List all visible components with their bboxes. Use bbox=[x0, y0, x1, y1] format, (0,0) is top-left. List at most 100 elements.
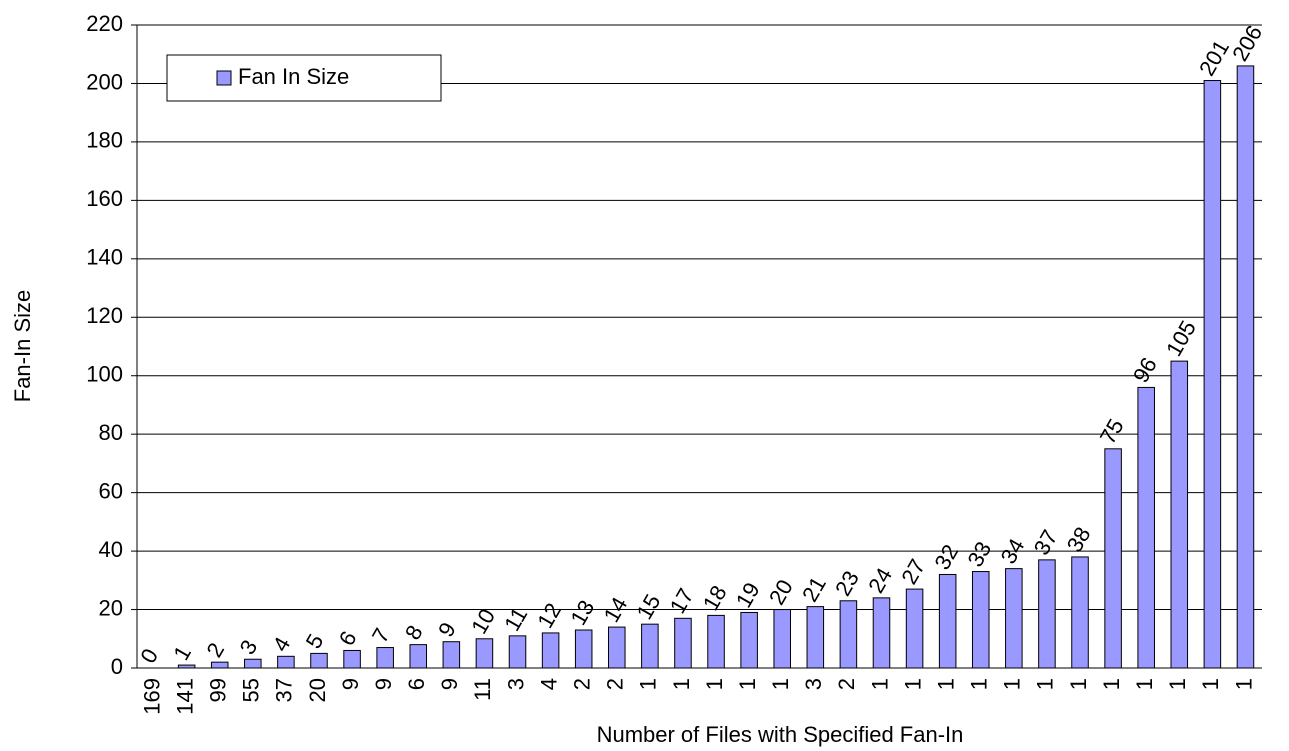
y-tick-label: 160 bbox=[86, 186, 123, 211]
bar bbox=[442, 641, 461, 669]
data-label: 96 bbox=[1128, 353, 1162, 387]
x-tick-label: 9 bbox=[338, 678, 363, 690]
bar bbox=[674, 617, 692, 669]
x-tick-label: 1 bbox=[768, 678, 793, 690]
bar bbox=[1005, 568, 1023, 669]
data-label: 7 bbox=[367, 624, 395, 647]
bar bbox=[244, 658, 262, 669]
y-tick-label: 180 bbox=[86, 128, 123, 153]
bar bbox=[641, 623, 659, 669]
x-tick-label: 1 bbox=[967, 678, 992, 690]
bar bbox=[475, 638, 494, 669]
legend-label: Fan In Size bbox=[238, 64, 349, 89]
bar bbox=[574, 629, 593, 669]
data-label: 105 bbox=[1161, 316, 1201, 360]
x-tick-label: 99 bbox=[206, 678, 231, 702]
y-tick-label: 100 bbox=[86, 362, 123, 387]
x-axis-title: Number of Files with Specified Fan-In bbox=[597, 722, 964, 747]
bar bbox=[707, 614, 725, 669]
x-tick-label: 11 bbox=[470, 678, 495, 701]
y-tick-label: 0 bbox=[111, 654, 123, 679]
x-tick-label: 1 bbox=[1099, 678, 1124, 690]
y-tick-label: 60 bbox=[99, 478, 123, 503]
data-label: 33 bbox=[962, 537, 996, 571]
bar bbox=[1137, 386, 1155, 669]
bar bbox=[409, 644, 428, 669]
data-label: 37 bbox=[1029, 526, 1063, 560]
x-tick-label: 3 bbox=[801, 678, 826, 690]
x-tick-label: 1 bbox=[1198, 678, 1223, 690]
bar bbox=[177, 664, 196, 669]
data-label: 15 bbox=[632, 590, 666, 624]
data-label: 34 bbox=[996, 534, 1030, 568]
bar bbox=[971, 571, 990, 669]
x-tick-label: 3 bbox=[503, 678, 528, 690]
legend: Fan In Size bbox=[166, 54, 442, 102]
data-label: 23 bbox=[830, 566, 864, 600]
bar bbox=[1071, 556, 1089, 669]
data-label: 32 bbox=[929, 540, 963, 574]
y-tick-label: 140 bbox=[86, 245, 123, 270]
x-tick-label: 1 bbox=[735, 678, 760, 690]
x-tick-label: 1 bbox=[1165, 678, 1190, 690]
x-tick-label: 9 bbox=[437, 678, 462, 690]
bar bbox=[1203, 80, 1222, 669]
data-label: 201 bbox=[1194, 36, 1234, 80]
x-tick-label: 55 bbox=[239, 678, 264, 702]
x-tick-label: 169 bbox=[139, 678, 164, 715]
y-tick-label: 200 bbox=[86, 69, 123, 94]
data-label: 24 bbox=[863, 564, 897, 598]
data-label: 6 bbox=[334, 627, 362, 650]
y-tick-label: 40 bbox=[99, 537, 123, 562]
data-label: 17 bbox=[665, 584, 699, 618]
bar bbox=[343, 649, 361, 669]
data-label: 27 bbox=[896, 555, 930, 589]
bar bbox=[872, 597, 891, 669]
x-tick-label: 1 bbox=[1132, 678, 1157, 690]
bar bbox=[508, 635, 527, 669]
bar bbox=[938, 573, 957, 669]
data-label: 12 bbox=[532, 599, 566, 633]
legend-box bbox=[166, 54, 442, 102]
data-label: 75 bbox=[1095, 414, 1129, 448]
x-tick-label: 1 bbox=[1066, 678, 1091, 690]
y-tick-label: 80 bbox=[99, 420, 123, 445]
data-label: 11 bbox=[499, 603, 532, 635]
data-label: 20 bbox=[764, 575, 798, 609]
bar bbox=[541, 632, 560, 669]
x-tick-label: 20 bbox=[305, 678, 330, 702]
x-tick-label: 9 bbox=[371, 678, 396, 690]
data-label: 8 bbox=[400, 621, 428, 644]
data-label: 0 bbox=[135, 644, 163, 667]
bar bbox=[277, 655, 295, 669]
bar bbox=[608, 626, 626, 669]
bar bbox=[740, 611, 758, 669]
y-tick-label: 120 bbox=[86, 303, 123, 328]
data-label: 21 bbox=[797, 572, 831, 606]
data-label: 3 bbox=[235, 636, 263, 659]
bar bbox=[1236, 65, 1255, 669]
x-tick-label: 6 bbox=[404, 678, 429, 690]
bar bbox=[1104, 448, 1122, 669]
x-tick-label: 1 bbox=[933, 678, 958, 690]
y-tick-label: 220 bbox=[86, 11, 123, 36]
bar bbox=[210, 661, 229, 669]
x-tick-label: 1 bbox=[669, 678, 694, 690]
x-tick-label: 1 bbox=[1033, 678, 1058, 690]
x-tick-label: 37 bbox=[272, 678, 297, 702]
y-tick-label: 20 bbox=[99, 595, 123, 620]
bar bbox=[310, 652, 328, 669]
x-tick-label: 1 bbox=[867, 678, 892, 690]
bar bbox=[1038, 559, 1056, 669]
x-tick-label: 2 bbox=[570, 678, 595, 690]
bar bbox=[1170, 360, 1189, 669]
x-tick-label: 2 bbox=[834, 678, 859, 690]
data-label: 19 bbox=[731, 578, 765, 612]
data-label: 1 bbox=[168, 641, 196, 664]
x-tick-label: 1 bbox=[1231, 678, 1256, 690]
data-label: 14 bbox=[598, 593, 632, 627]
x-tick-label: 141 bbox=[172, 678, 197, 715]
legend-swatch bbox=[216, 70, 232, 86]
data-label: 2 bbox=[201, 638, 229, 661]
